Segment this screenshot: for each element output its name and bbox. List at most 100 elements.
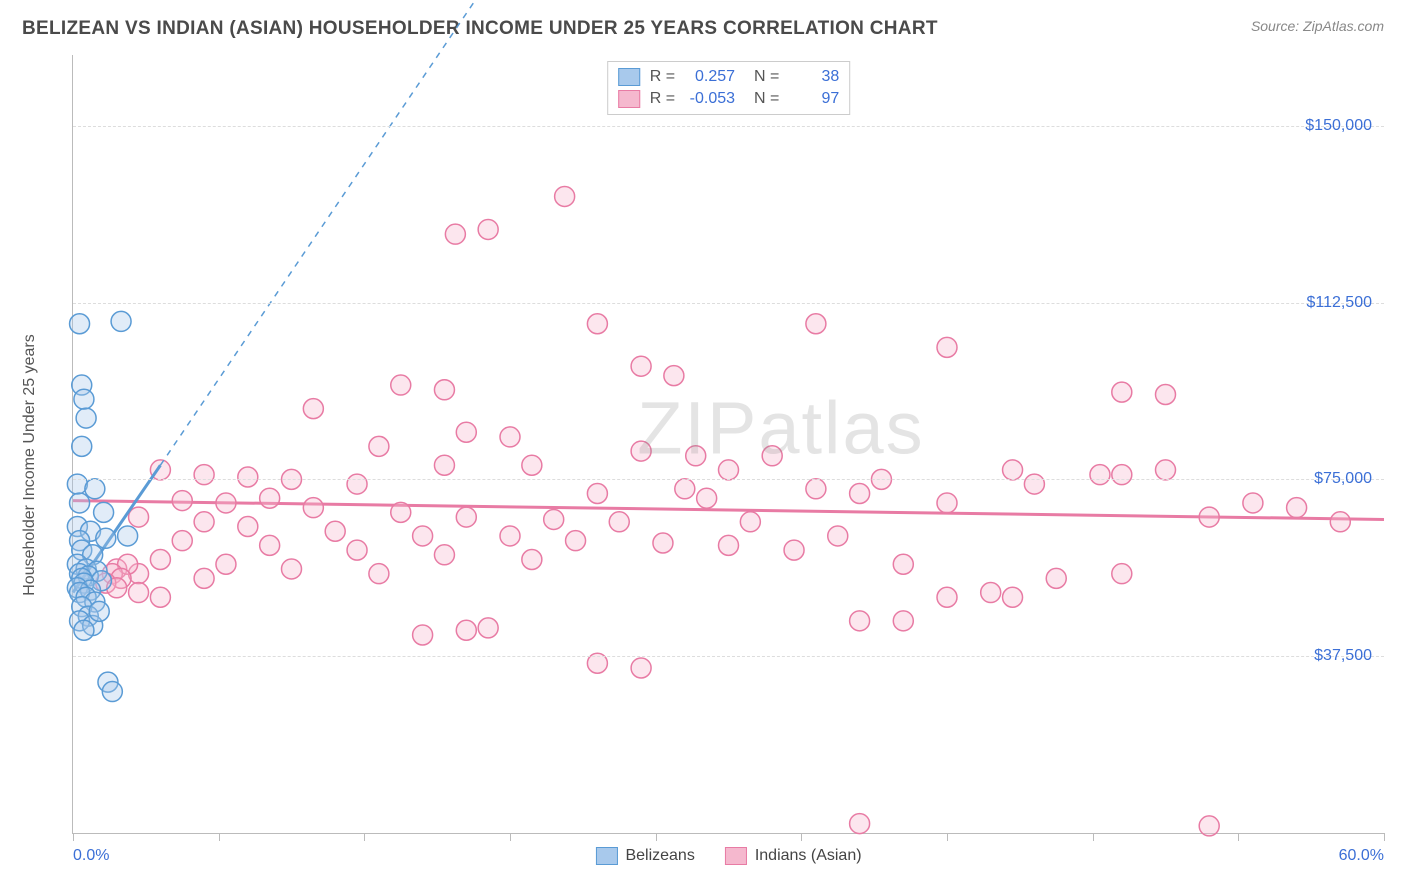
legend-label-belizeans: Belizeans: [625, 847, 694, 865]
r-label: R =: [650, 68, 675, 86]
data-point: [1024, 474, 1044, 494]
r-value-indians: -0.053: [685, 90, 735, 108]
data-point: [522, 455, 542, 475]
data-point: [719, 535, 739, 555]
data-point: [282, 559, 302, 579]
stats-row-belizeans: R = 0.257 N = 38: [618, 66, 840, 88]
data-point: [456, 507, 476, 527]
data-point: [129, 583, 149, 603]
data-point: [937, 493, 957, 513]
data-point: [850, 484, 870, 504]
data-point: [260, 535, 280, 555]
y-tick-label: $150,000: [1305, 117, 1372, 135]
data-point: [413, 526, 433, 546]
gridline: [73, 126, 1384, 127]
data-point: [806, 314, 826, 334]
data-point: [94, 502, 114, 522]
data-point: [675, 479, 695, 499]
data-point: [478, 219, 498, 239]
data-point: [653, 533, 673, 553]
data-point: [1330, 512, 1350, 532]
n-label: N =: [745, 90, 779, 108]
data-point: [1003, 587, 1023, 607]
data-point: [937, 337, 957, 357]
data-point: [347, 474, 367, 494]
data-point: [118, 526, 138, 546]
x-tick: [510, 833, 511, 841]
data-point: [456, 422, 476, 442]
data-point: [194, 512, 214, 532]
swatch-indians: [618, 90, 640, 108]
y-tick-label: $37,500: [1314, 647, 1372, 665]
data-point: [413, 625, 433, 645]
x-tick: [364, 833, 365, 841]
data-point: [806, 479, 826, 499]
r-label: R =: [650, 90, 675, 108]
x-tick: [219, 833, 220, 841]
data-point: [102, 682, 122, 702]
data-point: [784, 540, 804, 560]
r-value-belizeans: 0.257: [685, 68, 735, 86]
data-point: [587, 484, 607, 504]
data-point: [111, 311, 131, 331]
x-tick: [1238, 833, 1239, 841]
data-point: [828, 526, 848, 546]
data-point: [719, 460, 739, 480]
data-point: [478, 618, 498, 638]
data-point: [631, 356, 651, 376]
data-point: [1046, 568, 1066, 588]
x-tick: [801, 833, 802, 841]
stats-row-indians: R = -0.053 N = 97: [618, 88, 840, 110]
data-point: [1287, 498, 1307, 518]
data-point: [1112, 564, 1132, 584]
n-label: N =: [745, 68, 779, 86]
data-point: [937, 587, 957, 607]
data-point: [216, 493, 236, 513]
data-point: [1003, 460, 1023, 480]
data-point: [434, 545, 454, 565]
data-point: [522, 550, 542, 570]
data-point: [150, 587, 170, 607]
data-point: [172, 491, 192, 511]
data-point: [500, 526, 520, 546]
data-point: [74, 389, 94, 409]
data-point: [216, 554, 236, 574]
data-point: [1156, 460, 1176, 480]
data-point: [566, 531, 586, 551]
data-point: [1156, 384, 1176, 404]
data-point: [456, 620, 476, 640]
gridline: [73, 656, 1384, 657]
data-point: [1199, 507, 1219, 527]
data-point: [1243, 493, 1263, 513]
data-point: [740, 512, 760, 532]
data-point: [172, 531, 192, 551]
series-legend: Belizeans Indians (Asian): [595, 847, 861, 865]
data-point: [303, 498, 323, 518]
data-point: [850, 611, 870, 631]
data-point: [74, 620, 94, 640]
data-point: [70, 493, 90, 513]
data-point: [609, 512, 629, 532]
swatch-belizeans: [618, 68, 640, 86]
x-tick: [1093, 833, 1094, 841]
data-point: [686, 446, 706, 466]
data-point: [544, 509, 564, 529]
data-point: [238, 467, 258, 487]
gridline: [73, 303, 1384, 304]
data-point: [1112, 465, 1132, 485]
x-tick: [656, 833, 657, 841]
data-point: [445, 224, 465, 244]
data-point: [893, 554, 913, 574]
data-point: [391, 375, 411, 395]
data-point: [762, 446, 782, 466]
data-point: [347, 540, 367, 560]
data-point: [697, 488, 717, 508]
legend-item-indians: Indians (Asian): [725, 847, 862, 865]
data-point: [72, 436, 92, 456]
swatch-indians-icon: [725, 847, 747, 865]
n-value-indians: 97: [789, 90, 839, 108]
chart-title: BELIZEAN VS INDIAN (ASIAN) HOUSEHOLDER I…: [22, 18, 938, 40]
chart-container: Householder Income Under 25 years ZIPatl…: [22, 55, 1384, 874]
data-point: [664, 366, 684, 386]
data-point: [70, 314, 90, 334]
